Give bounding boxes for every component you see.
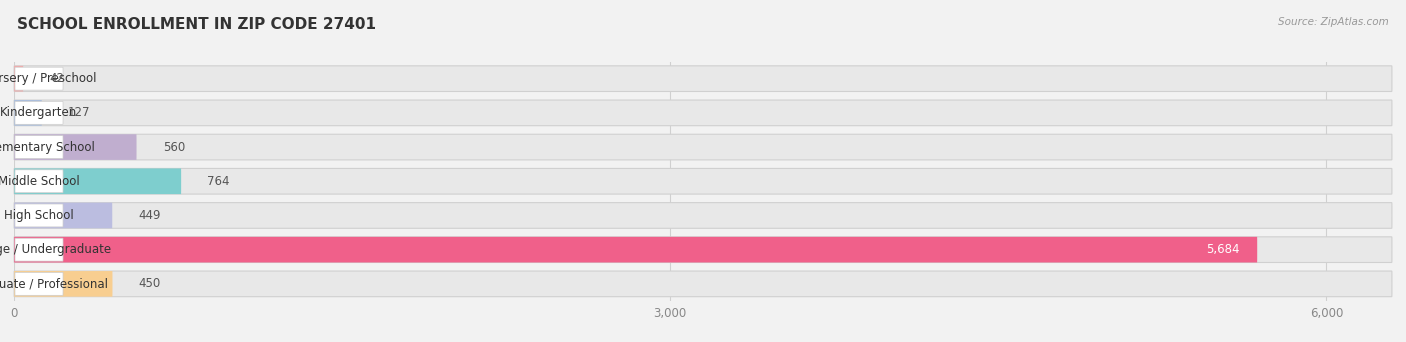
FancyBboxPatch shape bbox=[15, 204, 63, 227]
Text: Nursery / Preschool: Nursery / Preschool bbox=[0, 72, 96, 85]
Text: 560: 560 bbox=[163, 141, 186, 154]
Text: Kindergarten: Kindergarten bbox=[0, 106, 77, 119]
FancyBboxPatch shape bbox=[14, 237, 1257, 263]
FancyBboxPatch shape bbox=[15, 102, 63, 124]
FancyBboxPatch shape bbox=[15, 67, 63, 90]
Text: College / Undergraduate: College / Undergraduate bbox=[0, 243, 111, 256]
Text: 127: 127 bbox=[67, 106, 90, 119]
Text: Source: ZipAtlas.com: Source: ZipAtlas.com bbox=[1278, 17, 1389, 27]
FancyBboxPatch shape bbox=[14, 134, 1392, 160]
FancyBboxPatch shape bbox=[14, 134, 136, 160]
FancyBboxPatch shape bbox=[14, 202, 1392, 228]
FancyBboxPatch shape bbox=[14, 66, 1392, 92]
Text: 764: 764 bbox=[208, 175, 231, 188]
FancyBboxPatch shape bbox=[14, 66, 24, 92]
FancyBboxPatch shape bbox=[14, 202, 112, 228]
FancyBboxPatch shape bbox=[15, 136, 63, 159]
FancyBboxPatch shape bbox=[14, 100, 1392, 126]
Text: SCHOOL ENROLLMENT IN ZIP CODE 27401: SCHOOL ENROLLMENT IN ZIP CODE 27401 bbox=[17, 17, 375, 32]
Text: 450: 450 bbox=[139, 277, 160, 290]
FancyBboxPatch shape bbox=[14, 271, 112, 297]
FancyBboxPatch shape bbox=[14, 169, 181, 194]
Text: Middle School: Middle School bbox=[0, 175, 80, 188]
Text: 42: 42 bbox=[49, 72, 65, 85]
FancyBboxPatch shape bbox=[14, 237, 1392, 263]
FancyBboxPatch shape bbox=[14, 100, 42, 126]
FancyBboxPatch shape bbox=[15, 272, 63, 295]
FancyBboxPatch shape bbox=[14, 271, 1392, 297]
Text: 449: 449 bbox=[139, 209, 162, 222]
FancyBboxPatch shape bbox=[15, 238, 63, 261]
Text: Graduate / Professional: Graduate / Professional bbox=[0, 277, 108, 290]
Text: 5,684: 5,684 bbox=[1206, 243, 1240, 256]
Text: Elementary School: Elementary School bbox=[0, 141, 94, 154]
FancyBboxPatch shape bbox=[15, 170, 63, 193]
Text: High School: High School bbox=[4, 209, 75, 222]
FancyBboxPatch shape bbox=[14, 169, 1392, 194]
